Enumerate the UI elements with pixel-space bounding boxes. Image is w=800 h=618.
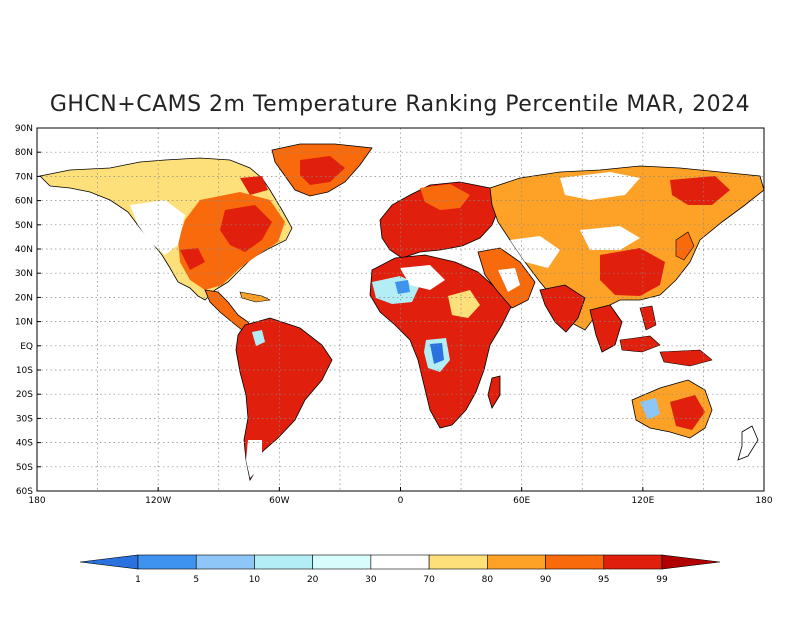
lat-label: 80N xyxy=(15,148,33,158)
lon-label: 60W xyxy=(269,496,289,506)
congo-blue xyxy=(430,343,444,364)
colorbar-label: 70 xyxy=(423,575,435,585)
lon-label: 180 xyxy=(755,496,772,506)
lon-label: 120W xyxy=(145,496,171,506)
colorbar-segment xyxy=(370,554,430,570)
na-west-white xyxy=(130,200,185,255)
central-asia-white xyxy=(510,236,560,268)
indonesia-2 xyxy=(659,349,713,367)
new-zealand xyxy=(737,425,759,461)
lat-label: 10S xyxy=(16,366,33,376)
colorbar-segment xyxy=(312,554,372,570)
colorbar-segment xyxy=(545,554,605,570)
siberia-white xyxy=(560,172,640,200)
lat-axis: 90N 80N 70N 60N 50N 40N 30N 20N 10N EQ 10S 20S 30S 40… xyxy=(15,124,41,497)
map-title: GHCN+CAMS 2m Temperature Ranking Percent… xyxy=(49,92,751,117)
mongolia-white xyxy=(580,226,640,250)
lat-label: EQ xyxy=(20,342,33,352)
japan xyxy=(675,231,695,261)
lat-label: 30N xyxy=(15,269,33,279)
indochina xyxy=(589,304,623,353)
sa-south-white xyxy=(246,440,262,478)
lat-label: 50S xyxy=(16,463,33,473)
east-siberia-hot xyxy=(670,176,730,205)
lat-label: 30S xyxy=(16,414,33,424)
colorbar-label: 10 xyxy=(249,575,261,585)
lon-label: 0 xyxy=(398,496,404,506)
colorbar-segment xyxy=(137,554,197,570)
colorbar-segment xyxy=(603,554,663,570)
africa-yellow xyxy=(448,290,480,318)
lat-label: 20S xyxy=(16,390,33,400)
colorbar: 1 5 10 20 30 70 80 90 95 99 xyxy=(79,554,721,585)
lat-label: 40N xyxy=(15,245,33,255)
australia-cool xyxy=(640,398,660,420)
colorbar-label: 5 xyxy=(193,575,199,585)
colorbar-label: 30 xyxy=(365,575,377,585)
arabia-white xyxy=(498,268,520,292)
lat-label: 20N xyxy=(15,293,33,303)
colorbar-label: 95 xyxy=(598,575,609,585)
sa-cool-spot xyxy=(252,330,265,346)
lon-label: 120E xyxy=(631,496,654,506)
greenland-hot xyxy=(300,156,345,185)
lat-label: 70N xyxy=(15,172,33,182)
land-layer xyxy=(39,143,764,482)
colorbar-label: 80 xyxy=(482,575,494,585)
lon-axis: 180 120W 60W 0 60E 120E 180 xyxy=(28,487,773,506)
colorbar-label: 20 xyxy=(307,575,319,585)
gridlines xyxy=(37,128,764,491)
lat-label: 90N xyxy=(15,124,33,134)
china-hot xyxy=(600,248,665,296)
colorbar-segment xyxy=(487,554,546,570)
lat-label: 40S xyxy=(16,439,33,449)
europe xyxy=(379,181,501,259)
sahara-blue xyxy=(395,280,410,294)
indonesia-1 xyxy=(619,335,661,353)
lon-label: 60E xyxy=(513,496,530,506)
na-hot-spots xyxy=(180,176,272,270)
colorbar-label: 1 xyxy=(135,575,141,585)
colorbar-segment xyxy=(254,554,313,570)
australia-hot xyxy=(670,395,705,430)
madagascar xyxy=(487,375,501,409)
caribbean xyxy=(239,291,271,303)
colorbar-label: 90 xyxy=(540,575,552,585)
europe-warm xyxy=(420,184,470,210)
colorbar-segment xyxy=(428,554,488,570)
lat-label: 50N xyxy=(15,221,33,231)
philippines xyxy=(639,305,657,331)
lat-label: 60N xyxy=(15,197,33,207)
colorbar-label: 99 xyxy=(656,575,668,585)
colorbar-segment xyxy=(195,554,255,570)
sahara-white xyxy=(400,265,445,290)
india xyxy=(539,284,586,333)
colorbar-right-arrow xyxy=(661,554,721,570)
lat-label: 60S xyxy=(16,487,33,497)
lon-label: 180 xyxy=(28,496,45,506)
colorbar-left-arrow xyxy=(79,554,139,570)
lat-label: 10N xyxy=(15,318,33,328)
